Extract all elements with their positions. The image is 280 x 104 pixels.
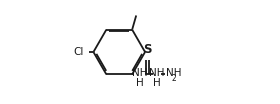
Text: H: H [136,78,144,89]
Text: H: H [153,78,161,89]
Text: 2: 2 [171,74,176,83]
Text: NH: NH [149,68,165,78]
Text: NH: NH [132,68,148,78]
Text: NH: NH [165,68,181,78]
Text: Cl: Cl [73,47,84,57]
Text: S: S [143,43,151,56]
